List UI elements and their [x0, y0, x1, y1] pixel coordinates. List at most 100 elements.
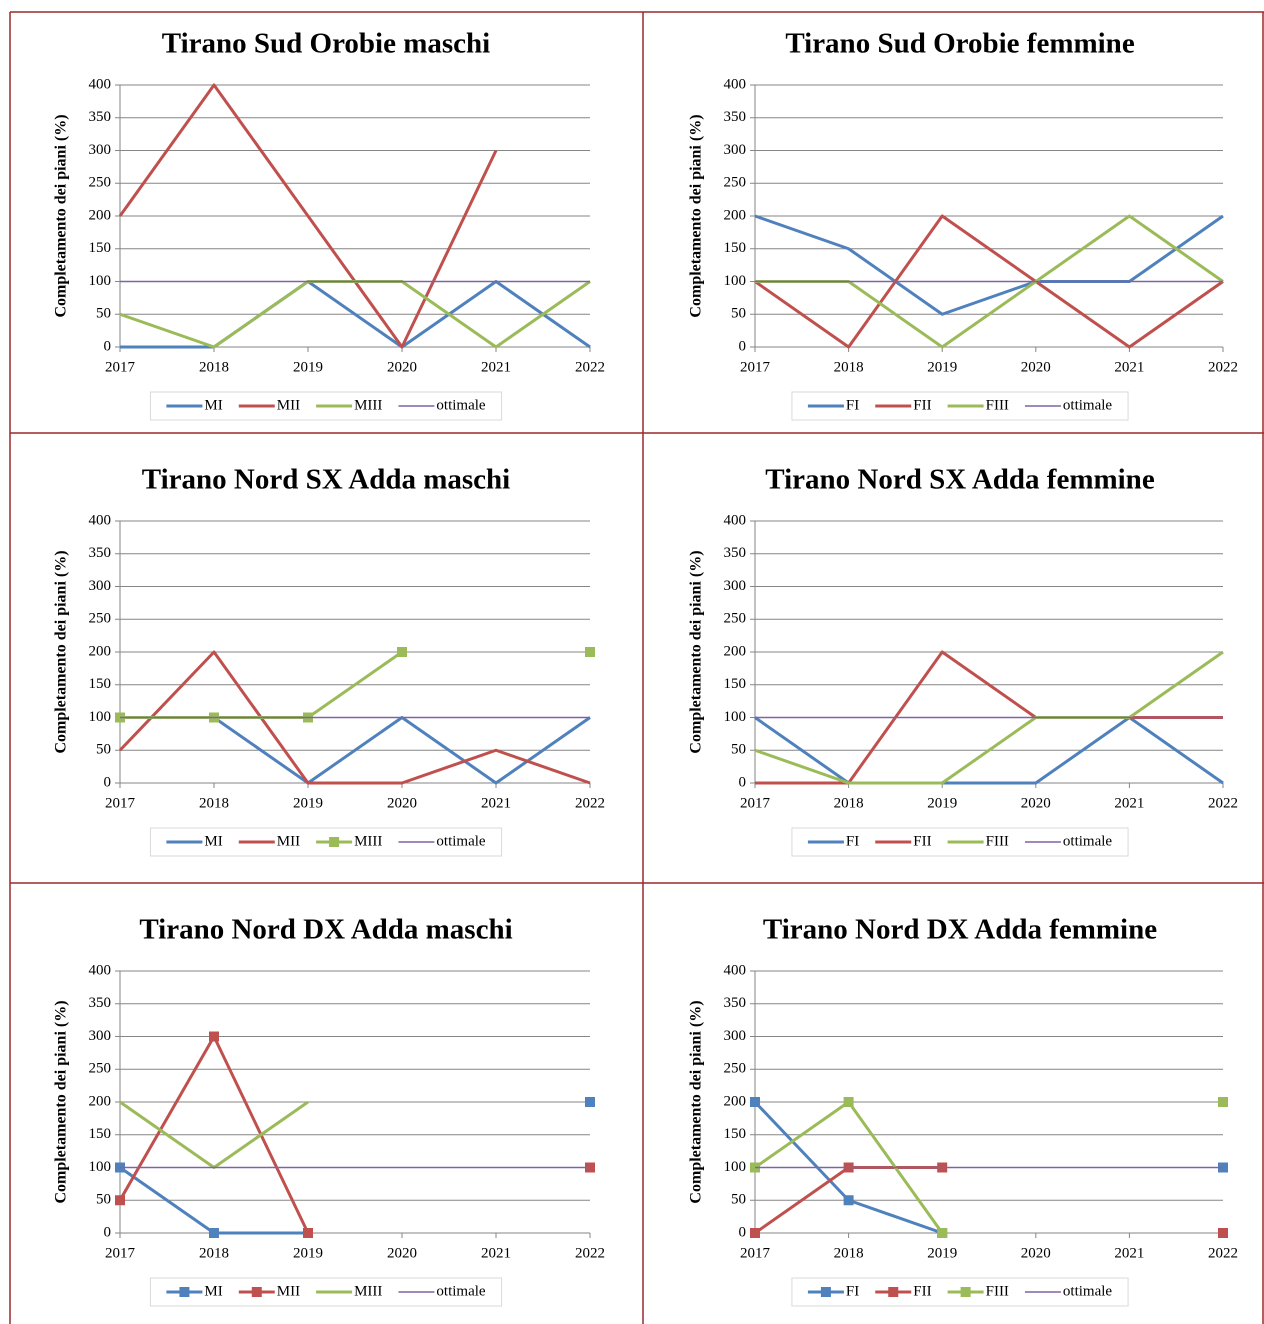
y-tick-label: 150 — [89, 1126, 112, 1142]
x-tick-label: 2017 — [105, 795, 136, 811]
chart: Tirano Sud Orobie femmine Completamento d… — [688, 28, 1238, 421]
chart-title: Tirano Nord SX Adda femmine — [765, 464, 1155, 496]
legend-item: FIII — [947, 397, 1009, 413]
x-tick-label: 2020 — [387, 795, 417, 811]
y-tick-label: 100 — [724, 1159, 747, 1175]
y-tick-label: 100 — [724, 273, 747, 289]
point-marker — [397, 647, 407, 657]
y-tick-label: 0 — [739, 338, 747, 354]
y-axis-label: Completamento dei piani (%) — [53, 114, 70, 317]
point-marker — [303, 1228, 313, 1238]
legend-label: MII — [277, 1283, 300, 1299]
x-tick-label: 2020 — [1021, 359, 1051, 375]
y-tick-label: 150 — [724, 1126, 747, 1142]
legend-marker — [888, 1287, 899, 1297]
legend-label: ottimale — [1063, 833, 1112, 849]
chart: Tirano Nord SX Adda maschi Completamento … — [53, 464, 605, 857]
chart: Tirano Nord DX Adda maschi Completamento … — [53, 914, 605, 1307]
legend-label: ottimale — [436, 1283, 485, 1299]
legend-item: MI — [166, 397, 223, 413]
legend-item: MI — [166, 833, 223, 849]
legend-item: ottimale — [398, 833, 486, 849]
x-tick-label: 2022 — [1208, 795, 1238, 811]
point-marker — [209, 1031, 219, 1042]
x-tick-label: 2021 — [1114, 1245, 1144, 1261]
point-marker — [209, 1228, 219, 1238]
x-tick-label: 2022 — [575, 359, 605, 375]
legend-item: FI — [807, 397, 859, 413]
point-marker — [750, 1228, 760, 1238]
chart: Tirano Sud Orobie maschi Completamento de… — [53, 28, 605, 421]
legend-marker — [179, 1287, 190, 1297]
x-tick-label: 2019 — [927, 795, 957, 811]
x-tick-label: 2017 — [740, 359, 771, 375]
legend-label: FII — [913, 833, 931, 849]
legend: FI FII FIII ottimale — [791, 1277, 1129, 1307]
y-tick-label: 0 — [104, 1224, 112, 1240]
x-tick-label: 2022 — [575, 795, 605, 811]
legend-item: ottimale — [1024, 833, 1112, 849]
y-tick-label: 400 — [724, 512, 747, 528]
y-tick-label: 200 — [89, 1093, 112, 1109]
legend-label: FI — [846, 833, 859, 849]
chart: Tirano Nord SX Adda femmine Completamento… — [688, 464, 1238, 857]
legend-label: MI — [204, 397, 222, 413]
y-tick-label: 350 — [724, 545, 747, 561]
y-tick-label: 100 — [89, 1159, 112, 1175]
point-marker — [937, 1228, 948, 1238]
chart: Tirano Nord DX Adda femmine Completamento… — [688, 914, 1238, 1307]
point-marker — [585, 1097, 595, 1107]
legend-item: ottimale — [398, 1283, 486, 1299]
legend-marker — [329, 837, 340, 847]
legend-label: ottimale — [436, 397, 485, 413]
x-tick-label: 2019 — [293, 359, 323, 375]
x-tick-label: 2017 — [740, 795, 771, 811]
x-tick-label: 2022 — [575, 1245, 605, 1261]
legend-item: FIII — [947, 1283, 1009, 1299]
y-tick-label: 250 — [89, 611, 112, 627]
legend-label: ottimale — [1063, 1283, 1112, 1299]
x-tick-label: 2021 — [481, 359, 511, 375]
y-tick-label: 0 — [104, 338, 112, 354]
legend: FI FII FIII ottimale — [791, 391, 1129, 421]
y-tick-label: 300 — [89, 1028, 112, 1044]
x-tick-label: 2018 — [199, 359, 229, 375]
series-line — [120, 280, 591, 349]
legend-marker — [251, 1287, 262, 1297]
y-tick-label: 350 — [89, 995, 112, 1011]
y-tick-label: 250 — [89, 1061, 112, 1077]
chart-title: Tirano Sud Orobie femmine — [785, 28, 1135, 60]
y-tick-label: 100 — [724, 709, 747, 725]
x-tick-label: 2020 — [387, 359, 417, 375]
legend-label: MIII — [354, 1283, 382, 1299]
legend-label: FI — [846, 1283, 859, 1299]
x-tick-label: 2017 — [105, 359, 136, 375]
y-tick-label: 50 — [731, 742, 746, 758]
x-tick-label: 2021 — [1114, 795, 1144, 811]
x-tick-label: 2022 — [1208, 359, 1238, 375]
y-tick-label: 300 — [724, 1028, 747, 1044]
point-marker — [115, 1195, 125, 1206]
y-tick-label: 0 — [104, 774, 112, 790]
x-tick-label: 2019 — [927, 359, 957, 375]
x-tick-label: 2020 — [1021, 1245, 1051, 1261]
legend-item: ottimale — [1024, 397, 1112, 413]
legend-item: FII — [875, 397, 932, 413]
point-marker — [1218, 1228, 1228, 1238]
point-marker — [843, 1195, 854, 1206]
legend-item: ottimale — [398, 397, 486, 413]
y-tick-label: 350 — [724, 109, 747, 125]
y-tick-label: 400 — [89, 962, 112, 978]
y-tick-label: 50 — [96, 1192, 111, 1208]
legend-label: ottimale — [436, 833, 485, 849]
series-line — [118, 650, 591, 785]
chart-title: Tirano Sud Orobie maschi — [162, 28, 490, 60]
legend-label: MIII — [354, 833, 382, 849]
y-tick-label: 150 — [89, 676, 112, 692]
point-marker — [1218, 1097, 1228, 1107]
x-tick-label: 2019 — [927, 1245, 957, 1261]
legend-label: MII — [277, 397, 300, 413]
y-tick-label: 50 — [96, 306, 111, 322]
x-tick-label: 2018 — [834, 359, 864, 375]
